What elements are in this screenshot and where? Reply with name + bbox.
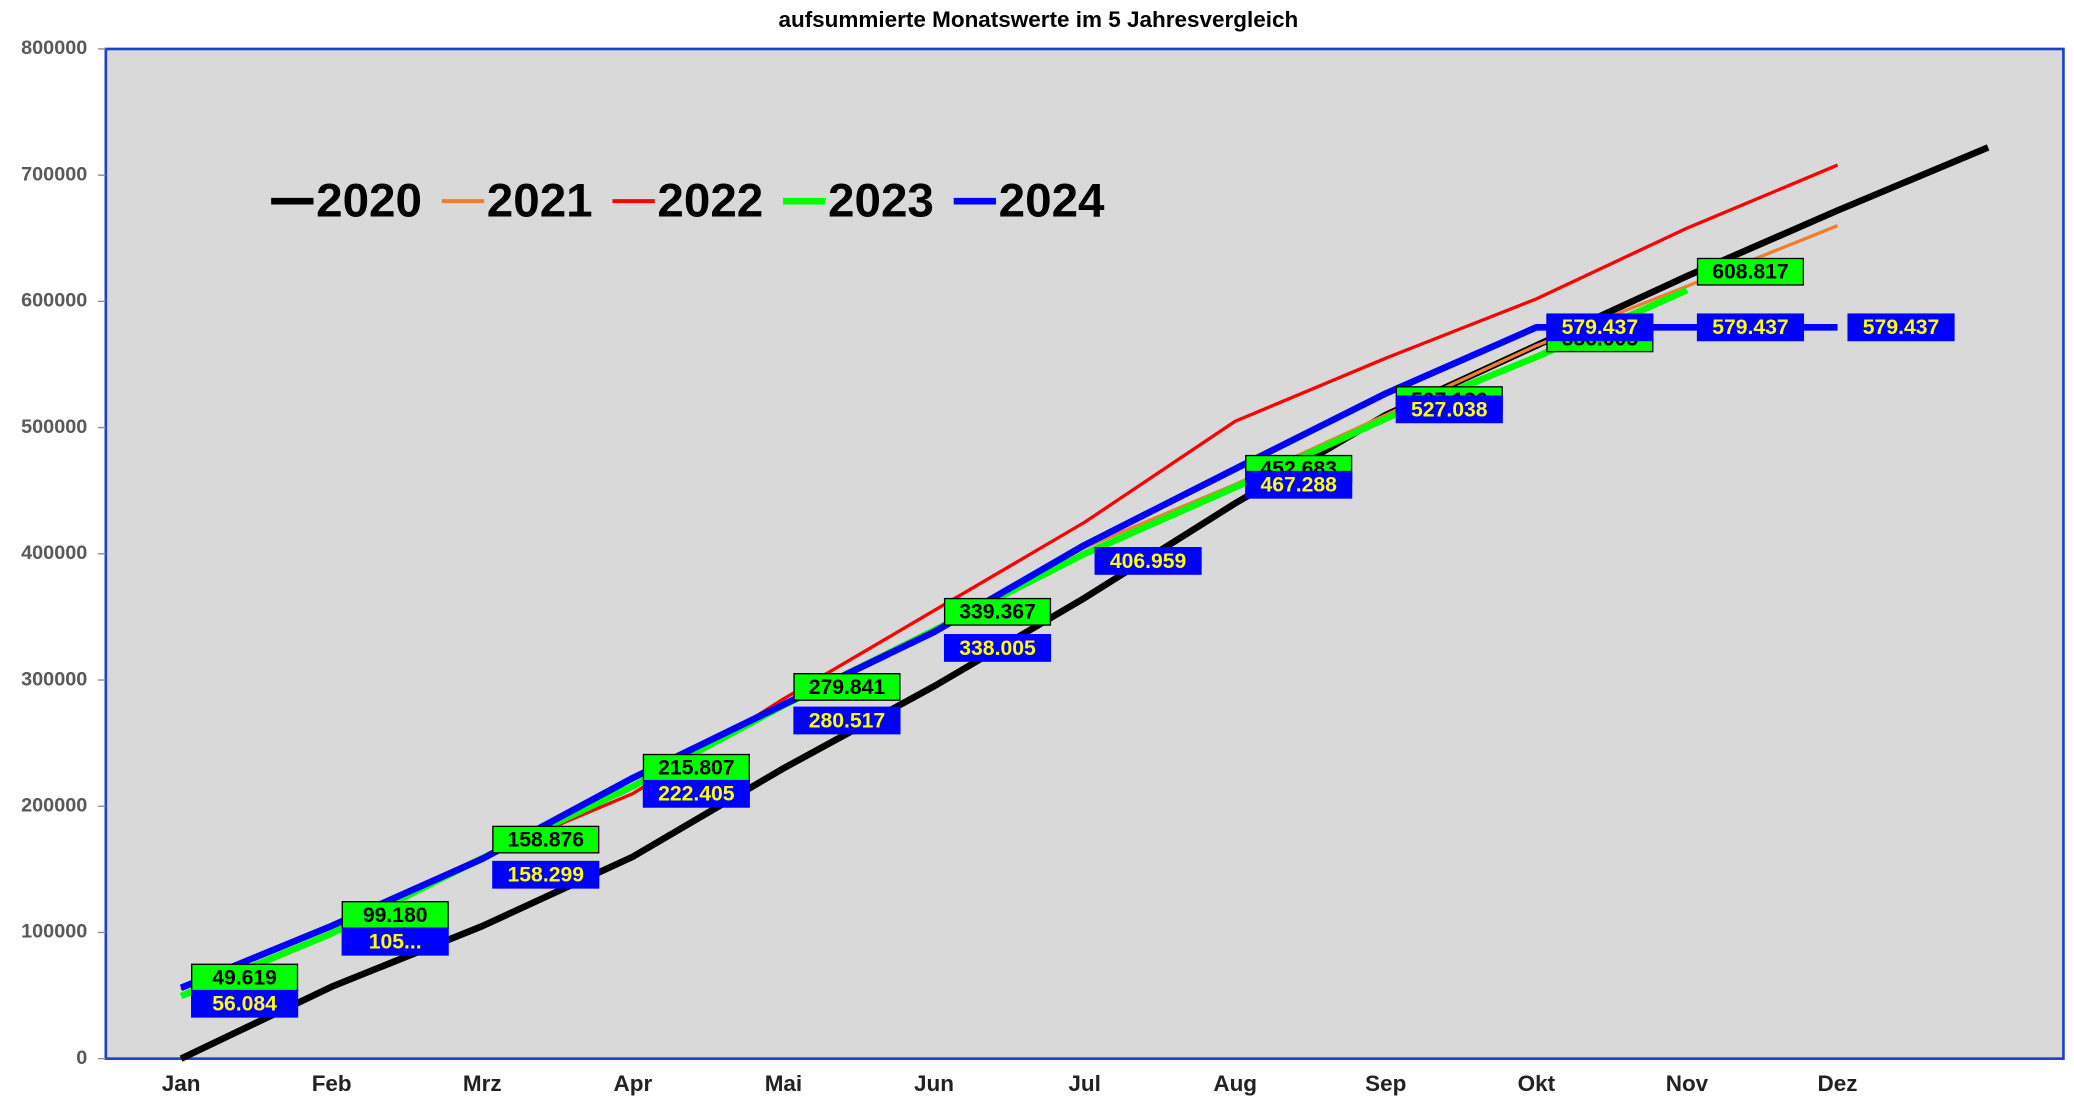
y-tick-label: 500000 — [21, 416, 87, 438]
data-label-box — [943, 597, 1052, 626]
data-label: 339.367 — [943, 597, 1052, 626]
data-label-text: 158.876 — [508, 829, 584, 852]
legend-item: 2023 — [783, 174, 934, 227]
y-tick-label: 600000 — [21, 290, 87, 312]
data-label-text: 608.817 — [1712, 261, 1788, 284]
data-label-box — [191, 989, 299, 1018]
data-label: 222.405 — [642, 779, 750, 808]
legend-item: 2020 — [271, 174, 422, 227]
x-tick-label: Jan — [162, 1071, 201, 1096]
legend-item: 2022 — [612, 174, 763, 227]
data-label-text: 467.288 — [1260, 474, 1337, 497]
legend-label: 2022 — [657, 174, 763, 227]
x-tick-label: Nov — [1666, 1071, 1709, 1096]
data-label-box — [1847, 313, 1955, 342]
x-tick-label: Jun — [914, 1071, 954, 1096]
x-tick-label: Apr — [614, 1071, 653, 1096]
data-label-box — [341, 901, 449, 929]
data-label: 579.437 — [1847, 313, 1955, 342]
data-label: 280.517 — [793, 706, 901, 735]
data-label-text: 99.180 — [363, 904, 428, 927]
x-tick-label: Mai — [765, 1071, 802, 1096]
legend-label: 2024 — [999, 174, 1105, 227]
x-tick-label: Feb — [312, 1071, 352, 1096]
legend-item: 2024 — [953, 174, 1105, 227]
x-tick-label: Dez — [1818, 1071, 1858, 1096]
data-label-text: 280.517 — [809, 709, 885, 732]
data-label-text: 338.005 — [959, 637, 1036, 660]
data-label-text: 222.405 — [658, 783, 735, 806]
data-label: 527.038 — [1395, 395, 1503, 424]
data-label-box — [793, 706, 901, 735]
data-label: 608.817 — [1696, 257, 1805, 286]
data-label: 105... — [341, 927, 449, 956]
y-tick-label: 200000 — [21, 794, 87, 816]
x-tick-label: Okt — [1518, 1071, 1556, 1096]
data-label-text: 105... — [369, 931, 422, 954]
legend-label: 2023 — [828, 174, 934, 227]
data-label-text: 579.437 — [1863, 316, 1939, 339]
legend-label: 2021 — [487, 174, 593, 227]
data-label: 99.180 — [341, 901, 449, 929]
data-label-box — [642, 779, 750, 808]
data-label: 56.084 — [191, 989, 299, 1018]
y-tick-label: 800000 — [21, 37, 87, 59]
data-label-text: 215.807 — [658, 757, 734, 780]
data-label-text: 579.437 — [1712, 316, 1788, 339]
data-label: 158.299 — [492, 860, 600, 889]
x-tick-label: Jul — [1068, 1071, 1100, 1096]
data-label-box — [943, 634, 1052, 662]
data-label-box — [1094, 547, 1202, 575]
data-label-text: 406.959 — [1110, 550, 1186, 573]
data-label: 49.619 — [191, 963, 299, 992]
data-label-text: 579.437 — [1562, 316, 1638, 339]
x-tick-label: Aug — [1213, 1071, 1257, 1096]
data-label-box — [341, 927, 449, 956]
data-label: 279.841 — [793, 673, 901, 701]
data-label: 215.807 — [642, 753, 750, 782]
data-label-text: 339.367 — [959, 601, 1035, 624]
data-label-text: 49.619 — [212, 966, 277, 989]
data-label-box — [492, 825, 600, 854]
data-label: 579.437 — [1546, 313, 1654, 342]
data-label-text: 279.841 — [809, 676, 886, 699]
legend-item: 2021 — [441, 174, 593, 227]
data-label-box — [1546, 313, 1654, 342]
y-tick-label: 100000 — [21, 921, 87, 943]
data-label-box — [492, 860, 600, 889]
data-label: 406.959 — [1094, 547, 1202, 575]
data-label-text: 56.084 — [212, 993, 277, 1016]
data-label-box — [1395, 395, 1503, 424]
data-label-box — [793, 673, 901, 701]
x-tick-label: Sep — [1365, 1071, 1406, 1096]
y-tick-label: 300000 — [21, 668, 87, 690]
data-label-box — [1245, 470, 1353, 499]
data-label-box — [1696, 257, 1805, 286]
chart-title: aufsummierte Monatswerte im 5 Jahresverg… — [778, 7, 1298, 32]
data-label: 467.288 — [1245, 470, 1353, 499]
data-label-text: 158.299 — [508, 864, 584, 887]
data-label-box — [642, 753, 750, 782]
data-label: 158.876 — [492, 825, 600, 854]
series-line — [179, 144, 1990, 1062]
data-label-box — [191, 963, 299, 992]
legend-label: 2020 — [316, 174, 422, 227]
data-label: 338.005 — [943, 634, 1052, 662]
data-label-text: 527.038 — [1411, 398, 1488, 421]
data-label: 579.437 — [1696, 313, 1805, 342]
y-tick-label: 700000 — [21, 163, 87, 185]
data-label-box — [1696, 313, 1805, 342]
y-tick-label: 400000 — [21, 542, 87, 564]
x-tick-label: Mrz — [463, 1071, 502, 1096]
y-tick-label: 0 — [76, 1047, 87, 1069]
